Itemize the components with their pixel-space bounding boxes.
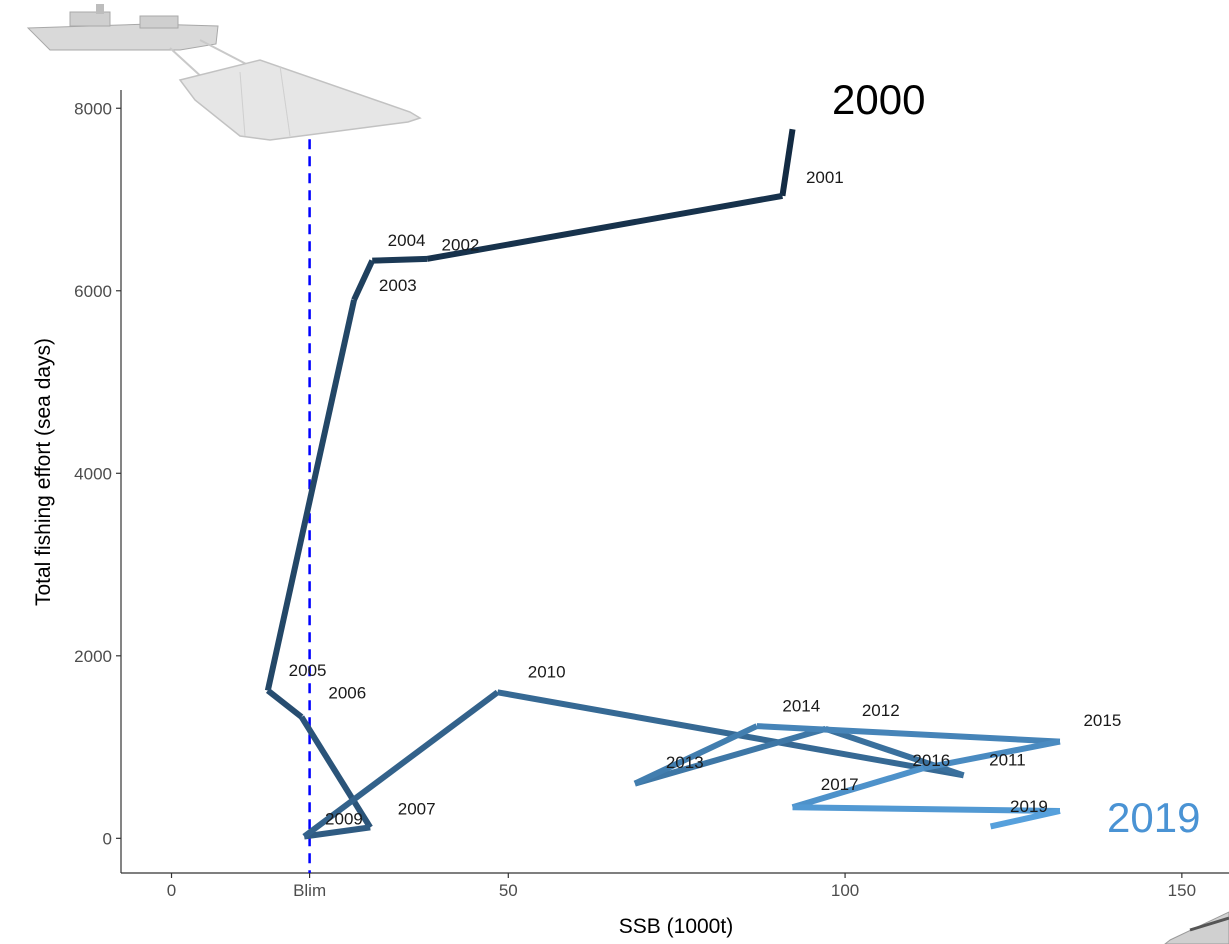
x-tick-label: 100	[831, 881, 859, 900]
year-label: 2013	[666, 753, 704, 772]
trajectory-segment	[351, 259, 375, 302]
fish-illustration-icon	[1164, 911, 1229, 944]
trajectory-segment	[302, 689, 500, 839]
y-tick-label: 4000	[74, 464, 112, 483]
year-label: 2017	[821, 775, 859, 794]
start-year-label: 2000	[832, 76, 925, 123]
trajectory-segment	[923, 738, 1061, 771]
year-label: 2005	[289, 661, 327, 680]
trajectory-segment	[265, 688, 304, 720]
year-label: 2010	[528, 663, 566, 682]
year-label: 2002	[442, 236, 480, 255]
trajectory-segment	[791, 765, 925, 811]
year-label: 2016	[912, 751, 950, 770]
trajectory-segment	[756, 723, 1061, 745]
year-label: 2003	[379, 276, 417, 295]
trajectory-segment	[633, 723, 759, 787]
y-tick-label: 8000	[74, 99, 112, 118]
x-tick-label: 0	[167, 881, 176, 900]
year-label: 2011	[989, 750, 1026, 769]
trajectory-segment	[372, 255, 428, 264]
year-label: 2009	[325, 810, 363, 829]
trajectory-segment	[496, 689, 965, 779]
y-tick-label: 2000	[74, 647, 112, 666]
trajectory-segment	[264, 299, 357, 692]
trajectory-segment	[779, 128, 796, 197]
trajectory-line	[264, 128, 1061, 840]
y-tick-label: 0	[103, 829, 112, 848]
year-label: 2004	[388, 231, 426, 250]
x-axis-title: SSB (1000t)	[619, 915, 733, 938]
y-axis-title: Total fishing effort (sea days)	[32, 338, 55, 606]
y-tick-label: 6000	[74, 282, 112, 301]
year-label: 2019	[1010, 797, 1048, 816]
year-label: 2007	[398, 800, 436, 819]
axes: 0 Blim 50 100 150 0 2000 4000 6000 8000	[74, 90, 1229, 900]
x-tick-label: 50	[499, 881, 518, 900]
trajectory-segment	[303, 824, 371, 840]
trajectory-segment	[426, 192, 783, 262]
end-year-label: 2019	[1107, 794, 1200, 841]
trajectory-segment	[989, 808, 1061, 830]
year-label: 2014	[782, 696, 820, 715]
trajectory-segment	[298, 715, 373, 829]
year-label: 2012	[862, 701, 900, 720]
year-label: 2006	[328, 684, 366, 703]
x-tick-label: 150	[1168, 881, 1196, 900]
x-tick-label: Blim	[293, 881, 326, 900]
trajectory-segment	[634, 725, 827, 787]
year-label: 2001	[806, 168, 844, 187]
trajectory-segment	[792, 804, 1060, 814]
year-label: 2015	[1083, 711, 1121, 730]
trawler-illustration-icon	[26, 4, 422, 141]
